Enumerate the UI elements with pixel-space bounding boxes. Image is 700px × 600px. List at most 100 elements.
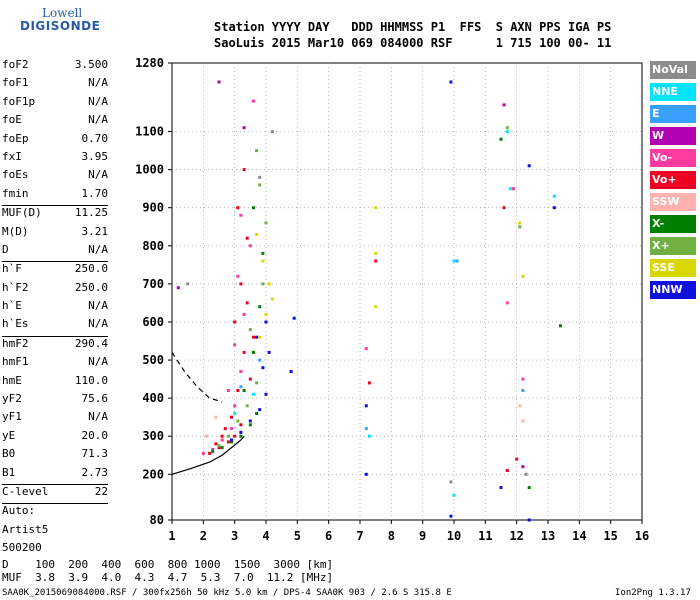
data-point [255,149,259,153]
x-tick-label: 11 [478,529,492,543]
param-label: Artist5 [2,522,49,536]
param-value: 3.95 [81,149,109,163]
data-point [552,194,556,198]
param-row: C-level 22 [0,485,110,503]
data-point [364,472,368,476]
param-value: 20.0 [81,428,109,442]
data-point [239,385,243,389]
data-point [521,419,525,423]
param-label: MUF(D) [2,206,42,220]
y-tick-label: 300 [142,429,164,443]
param-label: hmF1 [2,355,29,369]
param-label: C-level [2,484,49,498]
legend-entry: NNW [650,281,696,299]
data-point [505,469,509,472]
param-row: foF1 N/A [0,76,110,94]
data-point [245,404,249,408]
data-point [449,514,453,518]
y-tick-label: 800 [142,239,164,253]
data-point [505,126,509,130]
param-label: h`E [2,299,22,313]
data-point [521,377,525,381]
data-point [258,408,262,412]
data-point [220,446,224,450]
param-label: hmF2 [2,336,29,350]
param-row: hmE 110.0 [0,374,110,392]
param-label: D [2,242,9,256]
x-tick-label: 9 [419,529,426,543]
data-point [236,389,240,392]
data-point [236,206,240,210]
data-point [245,301,249,305]
plot-frame [171,62,643,521]
data-point [214,415,218,419]
y-tick-label: 1100 [135,125,164,139]
data-point [233,404,237,408]
param-label: hmE [2,373,22,387]
y-tick-label: 200 [142,467,164,481]
y-tick-label: 500 [142,353,164,367]
param-label: B0 [2,447,16,461]
x-tick-label: 1 [168,529,175,543]
data-point [505,130,509,134]
y-tick-label: 400 [142,391,164,405]
data-point [248,423,252,427]
param-row: Auto: [0,504,110,522]
param-row: foF1p N/A [0,95,110,113]
x-tick-label: 12 [509,529,523,543]
distance-row: D 100 200 400 600 800 1000 1500 3000 [km… [2,558,334,571]
data-point [292,316,296,320]
param-value: 1.70 [81,186,109,200]
data-point [239,434,243,438]
y-tick-label: 1280 [135,56,164,70]
digisonde-logo: Lowell DIGISONDE [4,4,100,40]
data-point [220,434,224,438]
param-separator [2,503,108,505]
data-point [552,206,556,210]
header-labels: Station YYYY DAY DDD HHMMSS P1 FFS S AXN… [214,20,612,34]
data-point [236,274,240,278]
data-point [201,451,205,455]
param-value: N/A [88,94,108,108]
data-point [521,274,525,278]
param-row: MUF(D) 11.25 [0,206,110,224]
x-tick-label: 10 [447,529,461,543]
data-point [270,297,274,301]
param-row: D N/A [0,243,110,261]
param-row: h`Es N/A [0,317,110,335]
param-row: hmF2 290.4 [0,337,110,355]
param-label: foF1 [2,76,29,90]
x-tick-label: 8 [388,529,395,543]
header-values: SaoLuis 2015 Mar10 069 084000 RSF 1 715 … [214,36,612,50]
data-point [255,232,259,236]
data-point [248,419,252,423]
data-point [252,206,255,210]
x-tick-label: 16 [635,529,649,543]
data-point [233,320,237,324]
param-label: foF1p [2,94,36,108]
data-point [527,486,531,490]
data-point [518,404,522,408]
param-value: N/A [88,242,108,256]
data-point [499,486,503,490]
y-tick-label: 80 [150,513,164,527]
y-tick-label: 600 [142,315,164,329]
data-point [230,427,233,431]
legend-entry: X- [650,215,696,233]
data-point [233,434,237,438]
electron-density-profile [171,435,245,475]
param-label: fmin [2,186,29,200]
legend-entry: Vo- [650,149,696,167]
param-label: 500200 [2,541,42,555]
data-point [452,259,456,263]
param-row: B0 71.3 [0,447,110,465]
param-value: 2.73 [81,465,109,479]
param-label: Auto: [2,504,36,518]
data-point [239,423,243,427]
data-point [264,392,268,396]
param-value: 250.0 [74,262,108,276]
param-row: yE 20.0 [0,429,110,447]
legend-entry: SSW [650,193,696,211]
param-value: 3.500 [74,58,108,71]
